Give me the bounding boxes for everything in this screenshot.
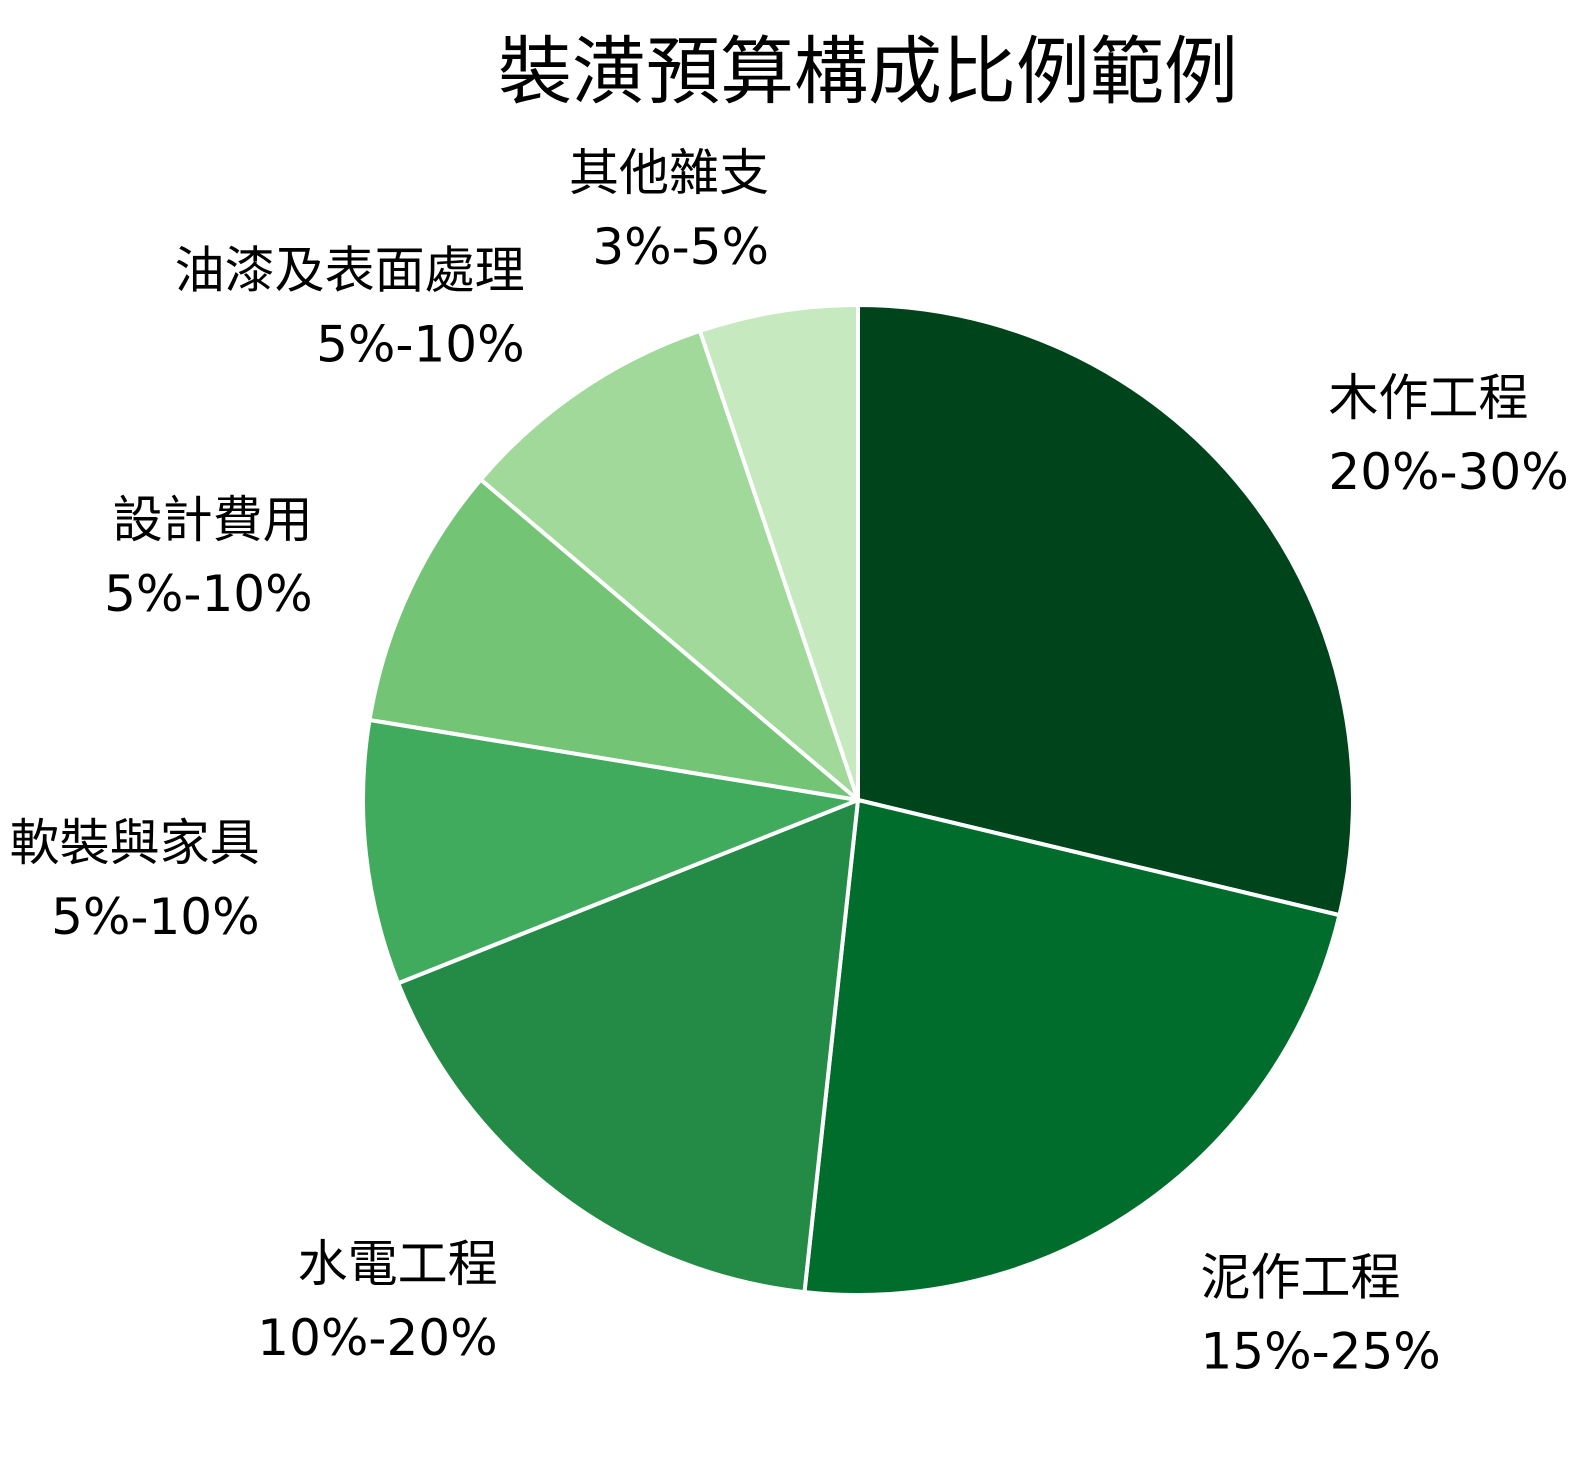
slice-label-range-1: 15%-25% bbox=[1201, 1322, 1441, 1380]
slice-label-range-4: 5%-10% bbox=[104, 565, 313, 623]
slice-label-name-3: 軟裝與家具 bbox=[10, 814, 260, 872]
slice-label-name-4: 設計費用 bbox=[113, 491, 313, 549]
slice-label-range-3: 5%-10% bbox=[51, 888, 260, 946]
slice-label-range-2: 10%-20% bbox=[257, 1309, 497, 1367]
pie-slice-4 bbox=[367, 477, 860, 802]
slice-label-range-0: 20%-30% bbox=[1328, 443, 1568, 501]
pie-slices bbox=[361, 303, 1355, 1297]
pie-slice-2 bbox=[396, 798, 860, 1295]
slice-label-name-5: 油漆及表面處理 bbox=[175, 242, 525, 300]
pie-slice-3 bbox=[361, 717, 860, 986]
slice-label-range-6: 3%-5% bbox=[592, 218, 769, 276]
slice-label-name-2: 水電工程 bbox=[298, 1235, 498, 1293]
chart-title: 裝潢預算構成比例範例 bbox=[498, 29, 1238, 115]
pie-slice-0 bbox=[856, 303, 1355, 918]
pie-slice-1 bbox=[802, 798, 1342, 1297]
slice-label-name-6: 其他雜支 bbox=[569, 144, 769, 202]
pie-slice-5 bbox=[478, 328, 860, 802]
pie-slice-6 bbox=[697, 303, 860, 802]
slice-label-name-0: 木作工程 bbox=[1328, 369, 1528, 427]
slice-labels: 木作工程 20%-30% 泥作工程 15%-25% 水電工程 10%-20% 軟裝與家具 5%… bbox=[10, 144, 1569, 1380]
slice-label-range-5: 5%-10% bbox=[316, 316, 525, 374]
slice-label-name-1: 泥作工程 bbox=[1201, 1248, 1401, 1306]
